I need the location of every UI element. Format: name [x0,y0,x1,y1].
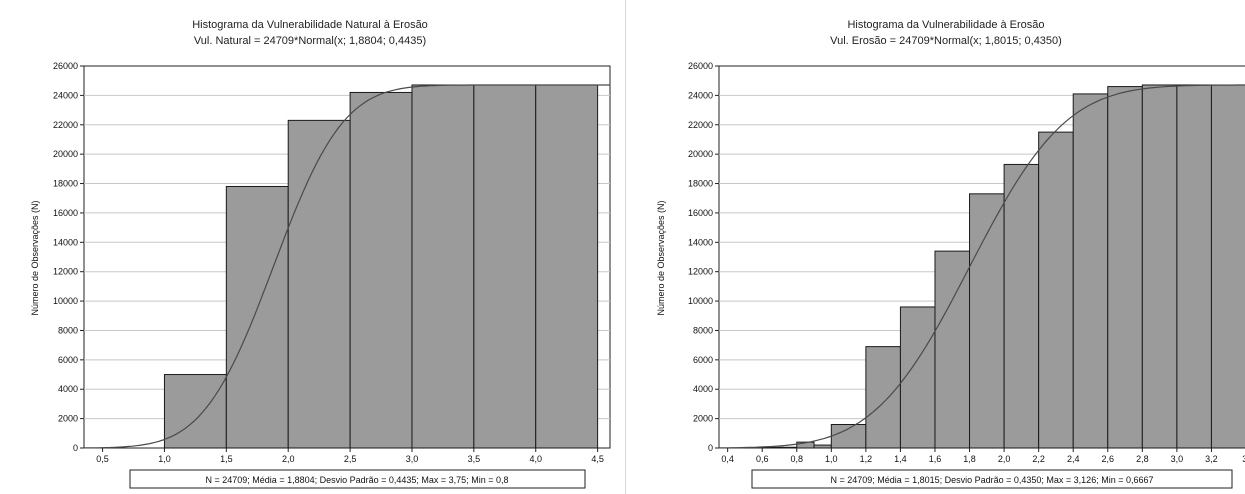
histogram-natural-chart: Histograma da Vulnerabilidade Natural à … [30,19,611,489]
stats-text: N = 24709; Média = 1,8804; Desvio Padrão… [206,475,509,485]
histogram-bar [1176,84,1212,449]
histogram-bars [761,84,1245,449]
y-axis-ticks: 0 2000 4000 6000 8000 10000 12000 14000 16000 180… [688,61,719,453]
y-tick-label: 6000 [693,355,713,365]
x-axis-ticks: 0,4 0,6 0,8 1,0 1,2 1,4 1,6 1,8 2,0 2,2 2,4 2,6 2,8 3… [721,448,1245,464]
x-tick-label: 1,2 [860,454,873,464]
y-tick-label: 12000 [53,267,78,277]
y-tick-label: 6000 [58,355,78,365]
histogram-bar [473,84,537,449]
fit-curve-line [84,84,610,449]
x-tick-label: 2,6 [1102,454,1115,464]
chart-subtitle: Vul. Erosão = 24709*Normal(x; 1,8015; 0,… [830,35,1062,47]
y-axis-label: Número de Observações (N) [30,200,40,315]
histogram-bar [411,84,475,449]
histogram-bar [225,185,289,449]
histogram-bar [1141,84,1178,449]
histogram-bar [813,444,832,449]
x-tick-label: 3,5 [468,454,481,464]
y-tick-label: 12000 [688,267,713,277]
histogram-bar [761,446,798,449]
x-tick-label: 0,8 [790,454,803,464]
y-tick-label: 18000 [688,179,713,189]
x-tick-label: 4,5 [591,454,604,464]
histogram-bar [163,374,227,449]
stats-text: N = 24709; Média = 1,8015; Desvio Padrão… [831,475,1154,485]
y-tick-label: 4000 [693,384,713,394]
y-tick-label: 24000 [53,90,78,100]
y-tick-label: 26000 [688,61,713,71]
y-tick-label: 16000 [53,208,78,218]
y-tick-label: 2000 [693,414,713,424]
y-tick-label: 14000 [53,237,78,247]
y-tick-label: 10000 [53,296,78,306]
y-tick-label: 10000 [688,296,713,306]
y-tick-label: 8000 [58,325,78,335]
y-tick-label: 4000 [58,384,78,394]
y-tick-label: 26000 [53,61,78,71]
x-tick-label: 4,0 [529,454,542,464]
histogram-bar [535,84,599,449]
stats-box [129,469,586,489]
x-tick-label: 1,0 [825,454,838,464]
histogram-panel-natural: Histograma da Vulnerabilidade Natural à … [30,19,611,489]
y-tick-label: 0 [708,443,713,453]
fit-curve-line [719,84,1245,449]
x-tick-label: 2,2 [1032,454,1045,464]
chart-subtitle: Vul. Natural = 24709*Normal(x; 1,8804; 0… [194,35,426,47]
normal-fit-curve [84,84,610,449]
x-tick-label: 3,0 [1171,454,1184,464]
histogram-erosion-chart: Histograma da Vulnerabilidade à Erosão V… [656,19,1245,489]
stats-box [751,469,1233,489]
x-tick-label: 0,6 [756,454,769,464]
histogram-bar [1107,86,1143,449]
y-tick-label: 8000 [693,325,713,335]
y-tick-label: 0 [73,443,78,453]
x-tick-label: 0,4 [721,454,734,464]
x-tick-label: 2,0 [282,454,295,464]
chart-title: Histograma da Vulnerabilidade Natural à … [192,19,428,31]
histogram-panel-erosion: Histograma da Vulnerabilidade à Erosão V… [625,0,1245,494]
y-tick-label: 2000 [58,414,78,424]
x-tick-label: 1,6 [929,454,942,464]
histogram-bars [163,84,599,449]
x-tick-label: 2,4 [1067,454,1080,464]
normal-fit-curve [719,84,1245,449]
histogram-bar [865,346,901,449]
x-tick-label: 2,0 [998,454,1011,464]
x-tick-label: 1,5 [220,454,233,464]
x-axis-ticks: 0,5 1,0 1,5 2,0 2,5 3,0 3,5 4,0 4,5 [96,448,604,464]
histogram-bar [1038,131,1074,449]
x-tick-label: 3,2 [1205,454,1218,464]
x-tick-label: 2,8 [1136,454,1149,464]
x-tick-label: 3,0 [406,454,419,464]
y-tick-label: 20000 [688,149,713,159]
y-tick-label: 16000 [688,208,713,218]
y-tick-label: 24000 [688,90,713,100]
histogram-bar [1072,93,1109,449]
x-tick-label: 2,5 [344,454,357,464]
x-tick-label: 1,4 [894,454,907,464]
y-tick-label: 22000 [688,120,713,130]
y-axis-ticks: 0 2000 4000 6000 8000 10000 12000 14000 16000 180… [53,61,84,453]
y-axis-label: Número de Observações (N) [656,200,666,315]
histogram-bar [287,119,351,449]
y-tick-label: 22000 [53,120,78,130]
y-tick-label: 20000 [53,149,78,159]
x-tick-label: 3, [1242,454,1245,464]
y-tick-label: 18000 [53,179,78,189]
histogram-bar [969,193,1005,449]
x-tick-label: 1,0 [158,454,171,464]
histogram-bar [934,250,971,449]
histogram-bar [899,306,936,449]
chart-title: Histograma da Vulnerabilidade à Erosão [847,19,1044,31]
histogram-bar [1210,84,1245,449]
histogram-bar [349,91,413,449]
x-tick-label: 1,8 [963,454,976,464]
x-tick-label: 0,5 [96,454,109,464]
y-tick-label: 14000 [688,237,713,247]
histogram-bar [1003,163,1040,449]
